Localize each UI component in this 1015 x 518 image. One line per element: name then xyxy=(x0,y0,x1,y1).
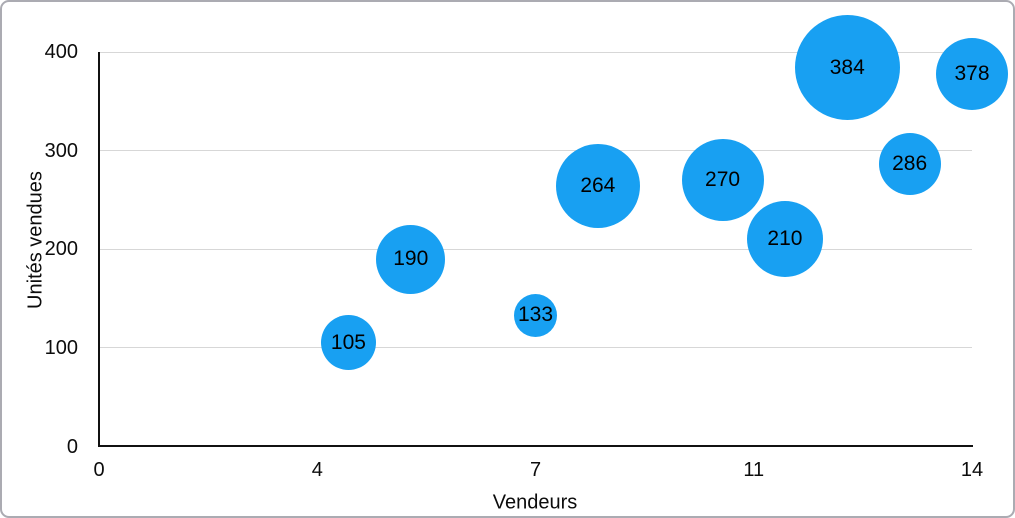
bubble-286: 286 xyxy=(878,133,941,196)
gridline-y-200 xyxy=(99,248,972,250)
y-tick-label-200: 200 xyxy=(44,238,78,261)
bubble-384: 384 xyxy=(794,15,900,121)
x-tick-label-11: 11 xyxy=(743,459,765,481)
y-tick-label-100: 100 xyxy=(44,336,78,359)
y-axis-line xyxy=(98,52,100,447)
bubble-190: 190 xyxy=(376,224,446,294)
bubble-210: 210 xyxy=(746,201,823,278)
x-tick-label-0: 0 xyxy=(93,459,105,481)
x-tick-label-14: 14 xyxy=(960,459,984,481)
y-tick-label-300: 300 xyxy=(44,139,78,162)
y-axis-title: Unités vendues xyxy=(24,171,47,309)
bubble-105: 105 xyxy=(320,315,376,371)
x-axis-line xyxy=(98,445,973,447)
gridline-y-400 xyxy=(99,51,972,53)
gridline-y-100 xyxy=(99,347,972,349)
bubble-133: 133 xyxy=(514,293,557,337)
x-tick-label-7: 7 xyxy=(529,459,542,481)
bubble-270: 270 xyxy=(681,139,764,222)
y-tick-label-0: 0 xyxy=(66,435,78,458)
x-axis-title: Vendeurs xyxy=(492,491,578,514)
gridline-y-300 xyxy=(99,150,972,152)
x-tick-label-4: 4 xyxy=(311,459,323,481)
bubble-264: 264 xyxy=(555,144,640,229)
bubble-378: 378 xyxy=(936,37,1008,110)
y-tick-label-400: 400 xyxy=(44,41,78,63)
